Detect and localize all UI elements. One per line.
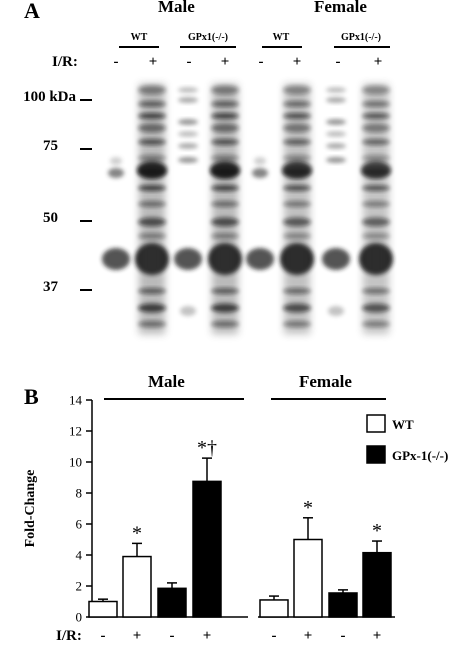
group-label-male-gpx1: GPx1(-/-)	[188, 32, 228, 43]
y-tick-label: 14	[69, 393, 83, 408]
x-tick-label: +	[373, 628, 382, 644]
lane-sign-6: +	[292, 54, 302, 70]
blot-lane-2	[135, 84, 169, 334]
bar-female-gpx1-ir	[362, 551, 392, 618]
y-tick-label: 12	[69, 424, 82, 439]
x-tick-label: +	[133, 628, 142, 644]
panel-a-male-label: Male	[158, 0, 195, 16]
y-tick-label: 6	[76, 517, 83, 532]
lane-sign-5: -	[258, 54, 264, 70]
significance-mark: *†	[197, 437, 217, 459]
bar-male-gpx1-ir	[192, 480, 222, 618]
bar-male-wt-sham	[88, 600, 118, 618]
significance-mark: *	[372, 520, 382, 542]
y-tick-label: 8	[76, 486, 83, 501]
blot-lane-7	[322, 87, 350, 316]
group-label-male-wt: WT	[130, 32, 148, 43]
chart-ir-label: I/R:	[56, 628, 82, 644]
lane-sign-4: +	[220, 54, 230, 70]
x-tick-label: -	[272, 628, 277, 644]
panel-a-female-label: Female	[314, 0, 367, 16]
x-tick-label: -	[341, 628, 346, 644]
significance-mark: *	[303, 497, 313, 519]
mw-marker-100: 100 kDa	[23, 89, 76, 105]
panel-b-male-line	[104, 398, 244, 400]
panel-b-male-label: Male	[148, 372, 185, 391]
group-line-female-wt	[262, 46, 302, 48]
x-tick-label: +	[203, 628, 212, 644]
panel-a-ir-label: I/R:	[52, 54, 78, 70]
y-tick-label: 10	[69, 455, 82, 470]
western-blot-image	[92, 76, 448, 344]
mw-tick-100	[80, 99, 94, 101]
panel-b-label: B	[24, 384, 39, 409]
y-tick-label: 2	[76, 579, 83, 594]
bar-female-gpx1-sham	[328, 592, 358, 618]
bar-female-wt-sham	[259, 599, 289, 618]
bar-male-wt-ir	[122, 555, 152, 618]
group-line-male-wt	[119, 46, 159, 48]
bar-female-wt-ir	[293, 538, 323, 618]
legend-swatch-wt	[366, 414, 386, 433]
mw-marker-75: 75	[43, 138, 58, 154]
group-line-male-gpx1	[180, 46, 236, 48]
panel-a-label: A	[24, 0, 40, 23]
x-tick-label: -	[170, 628, 175, 644]
bar-male-gpx1-sham	[157, 587, 187, 618]
blot-lane-8	[359, 84, 393, 334]
panel-b-female-label: Female	[299, 372, 352, 391]
y-tick-label: 0	[76, 610, 83, 625]
legend-label-gpx1: GPx-1(-/-)	[392, 448, 448, 463]
mw-marker-50: 50	[43, 210, 58, 226]
lane-sign-2: +	[148, 54, 158, 70]
mw-tick-37	[80, 289, 94, 291]
fold-change-chart: 0 2 4 6 8 10 12 14 Fold-Change - * + - *† + - * + - * + I/R: W…	[23, 393, 448, 645]
y-tick-label: 4	[76, 548, 83, 563]
lane-sign-7: -	[335, 54, 341, 70]
group-line-female-gpx1	[334, 46, 390, 48]
significance-mark: *	[132, 522, 142, 544]
lane-sign-3: -	[186, 54, 192, 70]
panel-b-female-line	[271, 398, 386, 400]
blot-lane-1	[102, 157, 130, 270]
y-axis-title: Fold-Change	[23, 470, 38, 548]
lane-sign-8: +	[373, 54, 383, 70]
group-label-female-wt: WT	[272, 32, 290, 43]
lane-sign-1: -	[113, 54, 119, 70]
blot-lane-4	[208, 84, 242, 334]
blot-lane-3	[174, 87, 202, 316]
legend-label-wt: WT	[392, 417, 414, 432]
blot-lane-6	[280, 84, 314, 334]
x-tick-label: -	[101, 628, 106, 644]
legend-swatch-gpx1	[366, 445, 386, 464]
mw-tick-75	[80, 148, 94, 150]
group-label-female-gpx1: GPx1(-/-)	[341, 32, 381, 43]
x-tick-label: +	[304, 628, 313, 644]
mw-marker-37: 37	[43, 279, 58, 295]
blot-lane-5	[246, 157, 274, 270]
mw-tick-50	[80, 220, 94, 222]
